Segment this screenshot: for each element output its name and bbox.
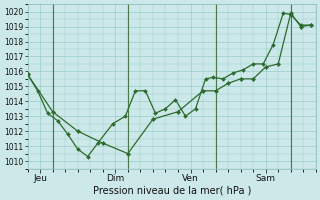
X-axis label: Pression niveau de la mer( hPa ): Pression niveau de la mer( hPa ) [92, 186, 251, 196]
